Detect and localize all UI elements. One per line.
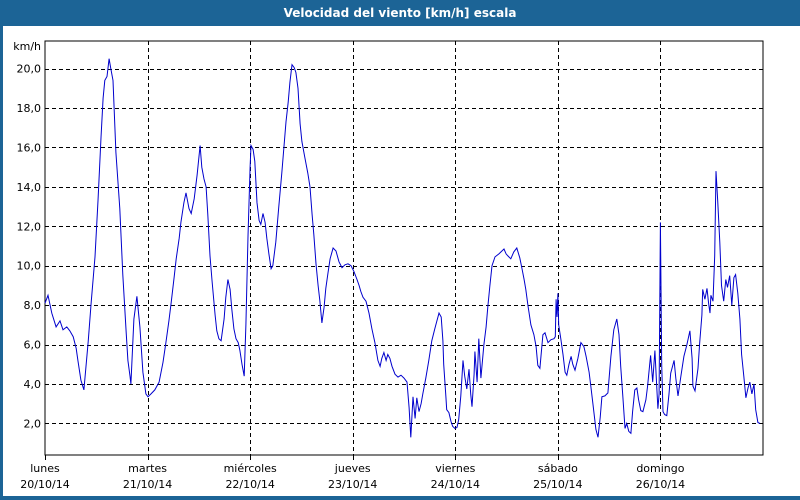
date-label: 25/10/14 [533,478,582,491]
date-label: 24/10/14 [431,478,480,491]
y-tick-label: 2,0 [24,417,42,430]
grid-layer [45,41,763,460]
axis-label-layer: 20,0 18,0 16,0 14,0 12,0 10,0 8,0 6,0 4,0 2,0 lune… [17,63,686,491]
y-tick-label: 8,0 [24,299,42,312]
y-tick-label: 14,0 [17,181,42,194]
date-label: 26/10/14 [636,478,685,491]
day-label: domingo [636,462,684,475]
y-tick-label: 12,0 [17,220,42,233]
window-titlebar[interactable]: Velocidad del viento [km/h] escala [3,0,797,26]
y-tick-label: 18,0 [17,102,42,115]
day-label: miércoles [224,462,277,475]
y-tick-label: 20,0 [17,63,42,76]
date-label: 22/10/14 [225,478,274,491]
day-label: martes [128,462,167,475]
y-tick-label: 4,0 [24,378,42,391]
wind-speed-chart: km/h 20,0 18,0 16,0 14,0 12,0 10,0 8,0 6,0 4,0 2,… [13,40,764,491]
day-label: sábado [538,462,578,475]
chart-area: km/h 20,0 18,0 16,0 14,0 12,0 10,0 8,0 6,0 4,0 2,… [6,26,800,496]
window-title: Velocidad del viento [km/h] escala [283,6,517,20]
date-label: 23/10/14 [328,478,377,491]
date-label: 20/10/14 [20,478,69,491]
y-tick-label: 16,0 [17,141,42,154]
day-label: lunes [30,462,60,475]
day-label: viernes [435,462,475,475]
y-tick-label: 6,0 [24,339,42,352]
day-label: jueves [334,462,371,475]
y-tick-label: 10,0 [17,260,42,273]
wind-speed-line [44,58,761,438]
plot-frame [44,40,764,456]
date-label: 21/10/14 [123,478,172,491]
y-axis-unit-label: km/h [13,40,41,53]
